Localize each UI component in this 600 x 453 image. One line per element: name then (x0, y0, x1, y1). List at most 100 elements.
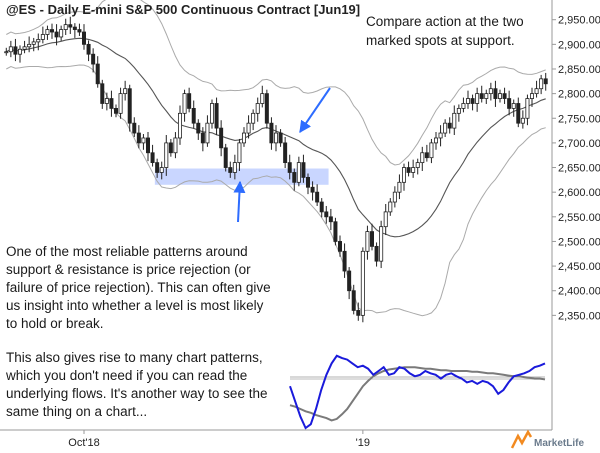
price-bar (54, 31, 59, 38)
price-bar (164, 142, 169, 168)
annotation-line: to hold or break. (6, 316, 104, 331)
price-bar (273, 132, 278, 144)
annotation-line: underlying flows. It's another way to se… (6, 386, 267, 401)
price-bar (406, 167, 411, 173)
price-bar (40, 34, 45, 40)
price-bar (520, 117, 525, 124)
price-bar (497, 93, 502, 99)
price-bar (95, 63, 100, 85)
price-bar (493, 88, 498, 99)
y-tick-label: 2,500.00 (558, 236, 600, 248)
y-tick-label: 2,850.00 (558, 64, 600, 76)
annotation-line: same thing on a chart... (6, 404, 147, 419)
price-bar (369, 231, 374, 247)
price-bar (114, 108, 119, 114)
price-bar (223, 147, 228, 168)
price-bar (342, 250, 347, 272)
price-bar (351, 290, 356, 311)
price-bar (429, 142, 434, 159)
price-bar (443, 122, 448, 134)
price-bar (241, 132, 246, 144)
price-bar (452, 112, 457, 129)
price-bar (465, 98, 470, 104)
price-bar (296, 162, 301, 183)
price-bar (59, 29, 64, 38)
price-bar (150, 152, 155, 164)
price-bar (424, 152, 429, 159)
price-bar (337, 241, 342, 252)
price-bar (100, 83, 105, 104)
arrow-left-spot (233, 180, 246, 223)
price-bar (264, 93, 269, 124)
price-bar (292, 172, 297, 183)
price-bar (488, 88, 493, 95)
annotation-line: This also gives rise to many chart patte… (6, 350, 263, 365)
y-tick-label: 2,350.00 (558, 310, 600, 322)
price-bar (479, 93, 484, 99)
price-bar (187, 93, 192, 109)
price-bar (420, 152, 425, 164)
price-bar (287, 162, 292, 173)
price-bar (347, 270, 352, 292)
y-axis-ticks: 2,950.00 2,900.00 2,850.00 2,800.00 2,750.00… (552, 15, 600, 322)
price-bar (383, 211, 388, 228)
price-bar (401, 167, 406, 183)
price-bar (388, 201, 393, 213)
price-bar (36, 39, 41, 43)
price-bar (438, 132, 443, 139)
price-bar (104, 98, 109, 104)
price-bar (191, 108, 196, 124)
price-bar (319, 201, 324, 213)
price-bar (447, 122, 452, 129)
y-tick-label: 2,400.00 (558, 286, 600, 298)
price-bar (360, 250, 365, 316)
price-bar (68, 24, 73, 28)
price-bar (525, 98, 530, 119)
price-bars-layer (4, 16, 548, 323)
price-bar (392, 191, 397, 203)
price-bar (411, 167, 416, 173)
price-bar (543, 78, 548, 85)
price-bar (50, 29, 55, 33)
price-bar (374, 245, 379, 262)
price-bar (182, 93, 187, 114)
price-bar (301, 162, 306, 178)
price-bar (77, 29, 82, 33)
price-bar (118, 93, 123, 114)
y-tick-label: 2,950.00 (558, 15, 600, 27)
oscillator-main-line (289, 354, 546, 430)
price-bar (13, 46, 18, 55)
price-bar (251, 112, 256, 124)
price-bar (82, 31, 87, 45)
price-bar (141, 137, 146, 144)
annotation-top-right: Compare action at the two marked spots a… (366, 14, 524, 48)
price-bar (91, 53, 96, 65)
price-bar (484, 93, 489, 99)
price-bar (456, 108, 461, 114)
y-tick-label: 2,750.00 (558, 113, 600, 125)
price-bar (283, 142, 288, 164)
y-tick-label: 2,450.00 (558, 261, 600, 273)
price-bar (219, 127, 224, 149)
price-bar (72, 26, 77, 30)
price-bar (205, 122, 210, 144)
price-bar (17, 48, 22, 55)
y-tick-label: 2,700.00 (558, 138, 600, 150)
annotation-middle: One of the most reliable patterns around… (6, 244, 271, 331)
price-bar (433, 137, 438, 144)
y-tick-label: 2,800.00 (558, 89, 600, 101)
price-bar (209, 103, 214, 124)
annotation-bottom: This also gives rise to many chart patte… (5, 350, 267, 419)
annotation-line: us insight into whether a level is most … (6, 298, 264, 313)
price-bar (109, 98, 114, 109)
price-bar (136, 132, 141, 144)
arrow-right-spot (299, 87, 331, 133)
marketlife-logo-icon (510, 429, 533, 449)
y-tick-label: 2,600.00 (558, 187, 600, 199)
price-bar (415, 162, 420, 168)
price-bar (145, 137, 150, 154)
price-bar (155, 162, 160, 173)
price-bar (269, 122, 274, 144)
price-bar (475, 93, 480, 104)
oscillator-panel (289, 354, 546, 430)
